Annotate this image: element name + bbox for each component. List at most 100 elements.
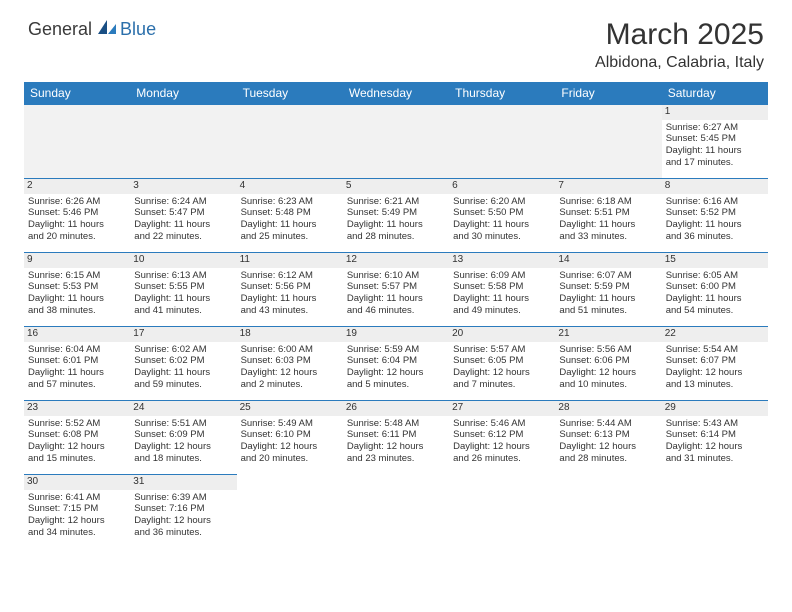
- calendar-cell: 4Sunrise: 6:23 AMSunset: 5:48 PMDaylight…: [237, 179, 343, 253]
- daylight-text: and 59 minutes.: [134, 379, 232, 391]
- day-number: 23: [24, 401, 130, 416]
- calendar-cell: 23Sunrise: 5:52 AMSunset: 6:08 PMDayligh…: [24, 401, 130, 475]
- calendar-cell: 6Sunrise: 6:20 AMSunset: 5:50 PMDaylight…: [449, 179, 555, 253]
- sunset-text: Sunset: 5:48 PM: [241, 207, 339, 219]
- sunset-text: Sunset: 5:55 PM: [134, 281, 232, 293]
- day-number: 2: [24, 179, 130, 194]
- day-number: 7: [555, 179, 661, 194]
- sunset-text: Sunset: 6:02 PM: [134, 355, 232, 367]
- daylight-text: and 57 minutes.: [28, 379, 126, 391]
- calendar-table: Sunday Monday Tuesday Wednesday Thursday…: [24, 82, 768, 549]
- sunset-text: Sunset: 6:08 PM: [28, 429, 126, 441]
- day-number: 27: [449, 401, 555, 416]
- daylight-text: Daylight: 11 hours: [666, 219, 764, 231]
- day-number: 9: [24, 253, 130, 268]
- sunset-text: Sunset: 5:50 PM: [453, 207, 551, 219]
- daylight-text: and 33 minutes.: [559, 231, 657, 243]
- daylight-text: Daylight: 11 hours: [28, 367, 126, 379]
- day-number: 5: [343, 179, 449, 194]
- calendar-cell: [662, 475, 768, 549]
- daylight-text: Daylight: 12 hours: [241, 367, 339, 379]
- day-number: 30: [24, 475, 130, 490]
- sunset-text: Sunset: 5:56 PM: [241, 281, 339, 293]
- daylight-text: and 15 minutes.: [28, 453, 126, 465]
- calendar-cell: 16Sunrise: 6:04 AMSunset: 6:01 PMDayligh…: [24, 327, 130, 401]
- sunrise-text: Sunrise: 5:59 AM: [347, 344, 445, 356]
- sunrise-text: Sunrise: 6:07 AM: [559, 270, 657, 282]
- day-number: 31: [130, 475, 236, 490]
- sunrise-text: Sunrise: 5:46 AM: [453, 418, 551, 430]
- calendar-cell: 15Sunrise: 6:05 AMSunset: 6:00 PMDayligh…: [662, 253, 768, 327]
- daylight-text: and 51 minutes.: [559, 305, 657, 317]
- calendar-row: 23Sunrise: 5:52 AMSunset: 6:08 PMDayligh…: [24, 401, 768, 475]
- day-number: 14: [555, 253, 661, 268]
- day-number: 26: [343, 401, 449, 416]
- logo-sail-icon: [96, 18, 118, 41]
- daylight-text: Daylight: 12 hours: [666, 441, 764, 453]
- daylight-text: Daylight: 12 hours: [453, 441, 551, 453]
- day-number: 6: [449, 179, 555, 194]
- day-number: 12: [343, 253, 449, 268]
- daylight-text: and 7 minutes.: [453, 379, 551, 391]
- sunrise-text: Sunrise: 6:24 AM: [134, 196, 232, 208]
- sunrise-text: Sunrise: 5:44 AM: [559, 418, 657, 430]
- calendar-cell: 20Sunrise: 5:57 AMSunset: 6:05 PMDayligh…: [449, 327, 555, 401]
- calendar-cell: 24Sunrise: 5:51 AMSunset: 6:09 PMDayligh…: [130, 401, 236, 475]
- daylight-text: Daylight: 12 hours: [28, 441, 126, 453]
- calendar-cell: [449, 475, 555, 549]
- sunrise-text: Sunrise: 6:00 AM: [241, 344, 339, 356]
- daylight-text: and 5 minutes.: [347, 379, 445, 391]
- sunrise-text: Sunrise: 5:54 AM: [666, 344, 764, 356]
- daylight-text: and 13 minutes.: [666, 379, 764, 391]
- daylight-text: and 22 minutes.: [134, 231, 232, 243]
- day-number: 25: [237, 401, 343, 416]
- logo-text-general: General: [28, 19, 92, 40]
- sunset-text: Sunset: 5:52 PM: [666, 207, 764, 219]
- calendar-cell: [237, 105, 343, 179]
- sunrise-text: Sunrise: 5:57 AM: [453, 344, 551, 356]
- location-label: Albidona, Calabria, Italy: [595, 54, 764, 72]
- daylight-text: Daylight: 11 hours: [666, 293, 764, 305]
- sunset-text: Sunset: 5:58 PM: [453, 281, 551, 293]
- daylight-text: Daylight: 12 hours: [28, 515, 126, 527]
- daylight-text: Daylight: 12 hours: [347, 441, 445, 453]
- calendar-row: 9Sunrise: 6:15 AMSunset: 5:53 PMDaylight…: [24, 253, 768, 327]
- sunrise-text: Sunrise: 5:51 AM: [134, 418, 232, 430]
- page-title: March 2025: [595, 18, 764, 52]
- day-number: 21: [555, 327, 661, 342]
- day-number: 15: [662, 253, 768, 268]
- sunset-text: Sunset: 6:07 PM: [666, 355, 764, 367]
- daylight-text: and 28 minutes.: [559, 453, 657, 465]
- daylight-text: Daylight: 12 hours: [347, 367, 445, 379]
- header: General Blue March 2025 Albidona, Calabr…: [0, 0, 792, 72]
- sunrise-text: Sunrise: 6:20 AM: [453, 196, 551, 208]
- calendar-cell: 12Sunrise: 6:10 AMSunset: 5:57 PMDayligh…: [343, 253, 449, 327]
- daylight-text: Daylight: 11 hours: [134, 293, 232, 305]
- weekday-header: Thursday: [449, 82, 555, 105]
- day-number: 29: [662, 401, 768, 416]
- weekday-header: Monday: [130, 82, 236, 105]
- daylight-text: Daylight: 12 hours: [666, 367, 764, 379]
- calendar-cell: 13Sunrise: 6:09 AMSunset: 5:58 PMDayligh…: [449, 253, 555, 327]
- sunset-text: Sunset: 6:13 PM: [559, 429, 657, 441]
- sunrise-text: Sunrise: 6:13 AM: [134, 270, 232, 282]
- logo-text-blue: Blue: [120, 19, 156, 40]
- daylight-text: and 25 minutes.: [241, 231, 339, 243]
- sunset-text: Sunset: 5:51 PM: [559, 207, 657, 219]
- daylight-text: Daylight: 11 hours: [347, 219, 445, 231]
- sunrise-text: Sunrise: 6:05 AM: [666, 270, 764, 282]
- title-block: March 2025 Albidona, Calabria, Italy: [595, 18, 764, 72]
- day-number: 11: [237, 253, 343, 268]
- daylight-text: Daylight: 11 hours: [28, 219, 126, 231]
- sunrise-text: Sunrise: 6:12 AM: [241, 270, 339, 282]
- daylight-text: and 2 minutes.: [241, 379, 339, 391]
- daylight-text: Daylight: 11 hours: [134, 367, 232, 379]
- daylight-text: and 28 minutes.: [347, 231, 445, 243]
- day-number: 3: [130, 179, 236, 194]
- daylight-text: and 46 minutes.: [347, 305, 445, 317]
- day-number: 4: [237, 179, 343, 194]
- day-number: 13: [449, 253, 555, 268]
- weekday-header: Wednesday: [343, 82, 449, 105]
- sunset-text: Sunset: 6:14 PM: [666, 429, 764, 441]
- day-number: 10: [130, 253, 236, 268]
